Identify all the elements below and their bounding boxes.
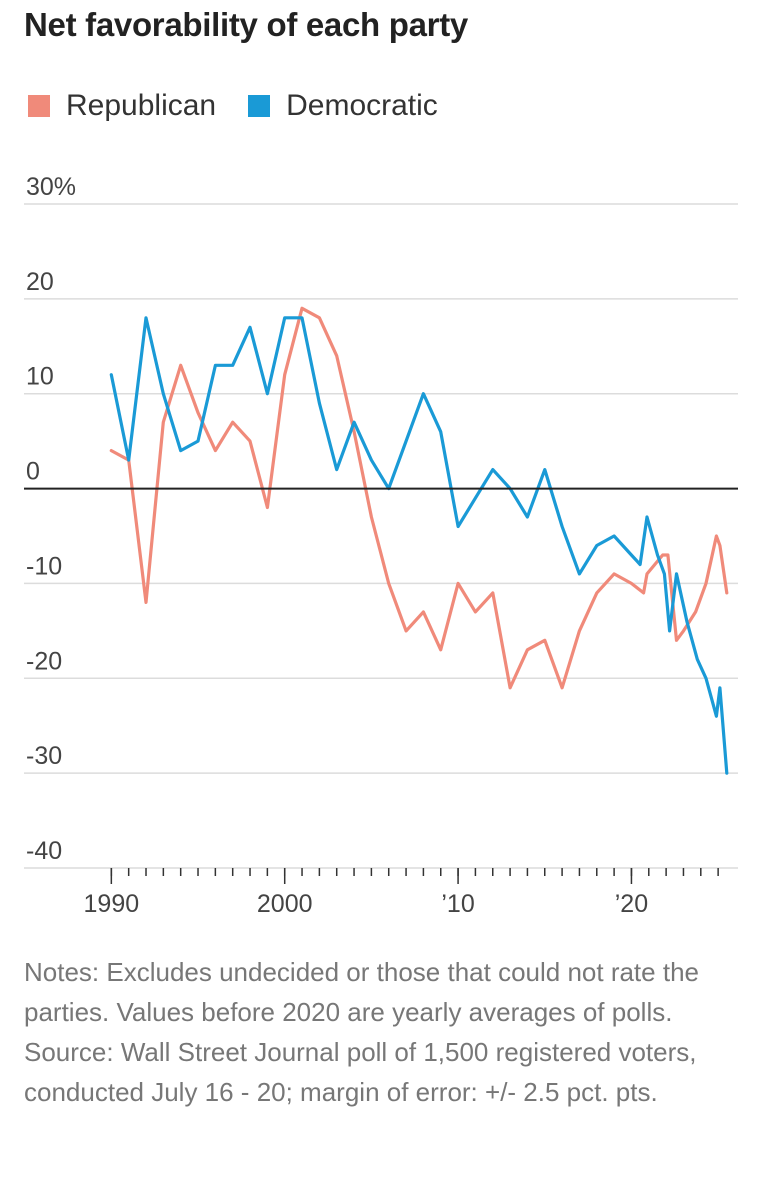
chart-title: Net favorability of each party — [24, 6, 468, 43]
line-chart: 30% 20 10 0 -10 -20 -30 -40 1990 2000 ’10 ’20 — [24, 173, 738, 918]
y-tick-label: -20 — [26, 647, 62, 675]
y-tick-label: 10 — [26, 363, 54, 391]
y-tick-label: 0 — [26, 458, 40, 486]
x-tick-label: 2000 — [257, 890, 313, 918]
legend: Republican Democratic — [28, 86, 470, 126]
series-line-republican — [109, 306, 729, 690]
source-text: Source: Wall Street Journal poll of 1,50… — [24, 1037, 697, 1107]
y-tick-label: 30% — [26, 173, 76, 201]
chart-notes: Notes: Excludes undecided or those that … — [24, 952, 744, 1112]
legend-item-democratic: Democratic — [248, 89, 438, 123]
x-tick-label: ’20 — [615, 890, 648, 918]
y-tick-label: -10 — [26, 552, 62, 580]
legend-label-republican: Republican — [66, 89, 217, 122]
x-tick-label: 1990 — [84, 890, 140, 918]
legend-label-democratic: Democratic — [286, 89, 438, 122]
notes-text: Notes: Excludes undecided or those that … — [24, 957, 699, 1027]
x-tick-label: ’10 — [441, 890, 474, 918]
legend-swatch-republican — [28, 95, 50, 117]
legend-item-republican: Republican — [28, 89, 216, 123]
legend-swatch-democratic — [248, 95, 271, 117]
y-tick-label: -30 — [26, 742, 62, 770]
series-line-democratic — [109, 316, 729, 775]
y-tick-label: -40 — [26, 837, 62, 865]
y-tick-label: 20 — [26, 268, 54, 296]
